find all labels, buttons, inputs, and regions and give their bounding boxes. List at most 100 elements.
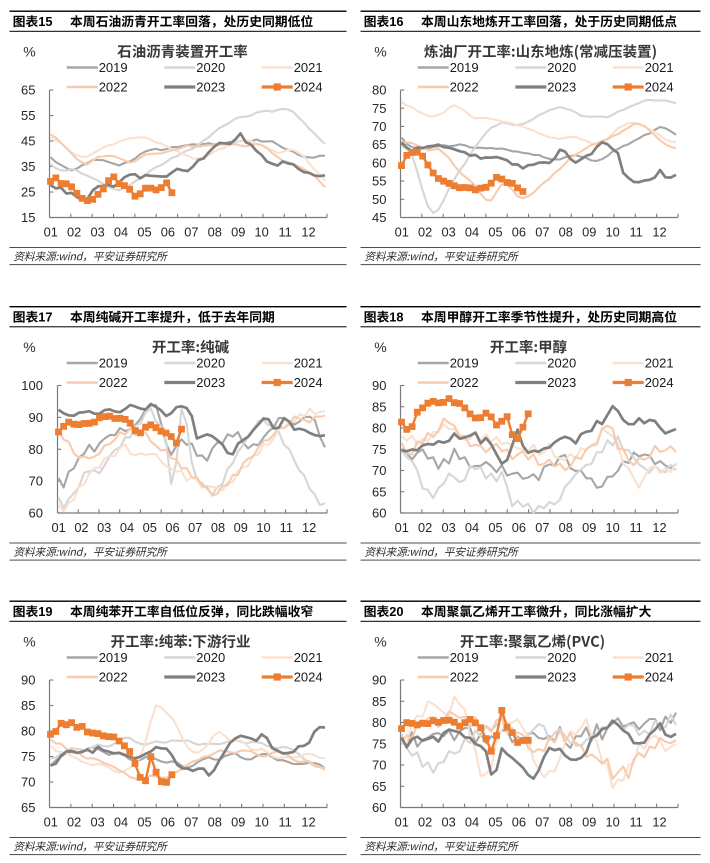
- svg-text:05: 05: [488, 520, 502, 535]
- svg-text:02: 02: [418, 814, 432, 829]
- svg-text:2024: 2024: [294, 80, 323, 95]
- svg-text:85: 85: [21, 698, 35, 713]
- svg-text:2020: 2020: [547, 356, 576, 371]
- svg-text:10: 10: [256, 520, 270, 535]
- svg-text:80: 80: [21, 724, 35, 739]
- svg-text:08: 08: [559, 224, 573, 239]
- svg-text:55: 55: [372, 174, 386, 189]
- svg-text:03: 03: [441, 814, 455, 829]
- svg-text:03: 03: [97, 520, 111, 535]
- svg-text:2022: 2022: [99, 80, 128, 95]
- svg-text:01: 01: [395, 224, 409, 239]
- svg-text:2022: 2022: [99, 670, 128, 685]
- svg-text:2024: 2024: [645, 670, 674, 685]
- svg-text:02: 02: [67, 224, 81, 239]
- svg-text:55: 55: [21, 108, 35, 123]
- svg-text:10: 10: [606, 520, 620, 535]
- svg-text:04: 04: [114, 224, 128, 239]
- svg-text:03: 03: [441, 520, 455, 535]
- svg-text:2021: 2021: [645, 60, 674, 75]
- svg-text:07: 07: [184, 224, 198, 239]
- svg-text:2022: 2022: [99, 375, 128, 390]
- svg-text:07: 07: [535, 814, 549, 829]
- svg-text:10: 10: [606, 224, 620, 239]
- svg-text:2021: 2021: [645, 650, 674, 665]
- svg-text:02: 02: [67, 814, 81, 829]
- svg-text:04: 04: [465, 814, 479, 829]
- svg-text:2020: 2020: [196, 356, 225, 371]
- svg-text:09: 09: [231, 224, 245, 239]
- svg-text:2021: 2021: [294, 356, 323, 371]
- svg-text:05: 05: [137, 814, 151, 829]
- svg-text:2020: 2020: [547, 60, 576, 75]
- svg-text:01: 01: [52, 520, 66, 535]
- svg-text:11: 11: [278, 814, 291, 829]
- svg-text:45: 45: [372, 210, 386, 225]
- svg-text:12: 12: [301, 814, 315, 829]
- svg-text:2020: 2020: [196, 650, 225, 665]
- svg-text:06: 06: [512, 814, 526, 829]
- svg-text:2023: 2023: [196, 80, 225, 95]
- svg-text:50: 50: [372, 192, 386, 207]
- svg-text:%: %: [374, 634, 386, 650]
- svg-text:04: 04: [120, 520, 134, 535]
- svg-text:10: 10: [255, 224, 269, 239]
- svg-text:01: 01: [44, 224, 58, 239]
- svg-text:80: 80: [372, 421, 386, 436]
- svg-text:65: 65: [21, 800, 35, 815]
- svg-text:80: 80: [372, 715, 386, 730]
- svg-text:02: 02: [74, 520, 88, 535]
- svg-text:04: 04: [114, 814, 128, 829]
- svg-text:2023: 2023: [547, 375, 576, 390]
- svg-text:08: 08: [559, 520, 573, 535]
- svg-text:08: 08: [208, 814, 222, 829]
- svg-text:60: 60: [372, 506, 386, 521]
- svg-text:10: 10: [606, 814, 620, 829]
- svg-text:16: 16: [389, 14, 403, 29]
- svg-text:80: 80: [372, 83, 386, 98]
- svg-text:2022: 2022: [450, 670, 479, 685]
- svg-text:65: 65: [372, 779, 386, 794]
- svg-text:2023: 2023: [547, 670, 576, 685]
- svg-text:01: 01: [395, 520, 409, 535]
- svg-text:11: 11: [629, 224, 642, 239]
- svg-text:2024: 2024: [294, 375, 323, 390]
- svg-text:45: 45: [21, 134, 35, 149]
- svg-text:70: 70: [372, 119, 386, 134]
- svg-text:65: 65: [21, 83, 35, 98]
- svg-text:85: 85: [372, 399, 386, 414]
- svg-text:2019: 2019: [450, 650, 479, 665]
- svg-text:03: 03: [90, 224, 104, 239]
- svg-text:75: 75: [21, 749, 35, 764]
- svg-text:12: 12: [652, 224, 666, 239]
- svg-text:70: 70: [29, 474, 43, 489]
- svg-text:70: 70: [372, 463, 386, 478]
- svg-text:60: 60: [372, 800, 386, 815]
- svg-text:2021: 2021: [294, 650, 323, 665]
- svg-text:11: 11: [278, 224, 291, 239]
- svg-text:09: 09: [234, 520, 248, 535]
- svg-text:2023: 2023: [547, 80, 576, 95]
- svg-text:2020: 2020: [547, 650, 576, 665]
- svg-text:%: %: [23, 339, 35, 355]
- svg-text:70: 70: [21, 775, 35, 790]
- svg-text:12: 12: [301, 224, 315, 239]
- svg-text:35: 35: [21, 159, 35, 174]
- svg-text:11: 11: [280, 520, 293, 535]
- svg-text:11: 11: [629, 814, 642, 829]
- svg-text:01: 01: [44, 814, 58, 829]
- svg-text:2024: 2024: [645, 80, 674, 95]
- svg-text:11: 11: [629, 520, 642, 535]
- svg-text:70: 70: [372, 758, 386, 773]
- svg-text:12: 12: [652, 814, 666, 829]
- svg-text:03: 03: [90, 814, 104, 829]
- svg-text:04: 04: [465, 224, 479, 239]
- svg-text:06: 06: [512, 520, 526, 535]
- svg-text:12: 12: [302, 520, 316, 535]
- svg-text:2020: 2020: [196, 60, 225, 75]
- svg-text:65: 65: [372, 137, 386, 152]
- svg-text:2023: 2023: [196, 375, 225, 390]
- svg-text:2019: 2019: [450, 356, 479, 371]
- svg-text:15: 15: [21, 210, 35, 225]
- svg-text:05: 05: [488, 224, 502, 239]
